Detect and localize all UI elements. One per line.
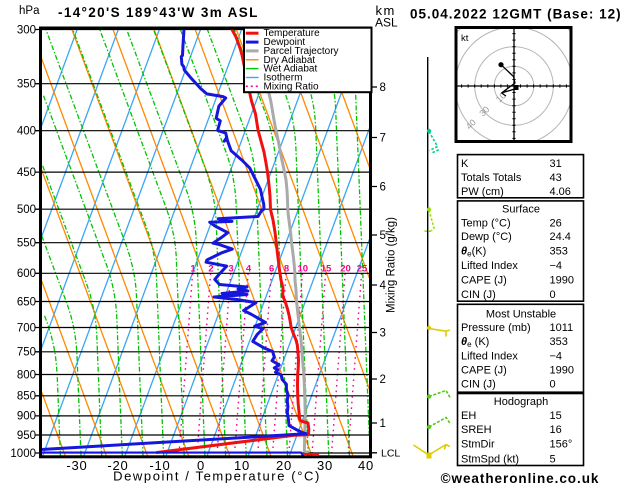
- svg-text:km: km: [376, 3, 396, 18]
- svg-text:3: 3: [380, 327, 386, 339]
- svg-text:16: 16: [550, 424, 562, 436]
- svg-text:0: 0: [197, 458, 205, 473]
- svg-text:15: 15: [321, 264, 332, 275]
- svg-text:500: 500: [17, 204, 36, 216]
- svg-text:20: 20: [340, 264, 351, 275]
- svg-text:Temperature: Temperature: [264, 28, 321, 39]
- svg-text:CIN (J): CIN (J): [461, 379, 496, 391]
- svg-text:θe(K): θe(K): [461, 246, 486, 259]
- svg-text:6: 6: [269, 264, 274, 275]
- svg-text:-30: -30: [66, 458, 87, 473]
- svg-text:−4: −4: [550, 351, 563, 363]
- svg-text:StmDir: StmDir: [461, 438, 495, 450]
- svg-text:850: 850: [17, 391, 36, 403]
- svg-text:Dewp (°C): Dewp (°C): [461, 231, 512, 243]
- svg-text:8: 8: [284, 264, 289, 275]
- svg-text:Mixing Ratio: Mixing Ratio: [264, 81, 319, 92]
- svg-text:CIN (J): CIN (J): [461, 289, 496, 301]
- svg-text:SREH: SREH: [461, 424, 492, 436]
- svg-text:1990: 1990: [550, 274, 574, 286]
- svg-text:4.06: 4.06: [550, 186, 571, 198]
- svg-text:43: 43: [550, 172, 562, 184]
- svg-text:3: 3: [228, 264, 233, 275]
- svg-text:25: 25: [357, 264, 368, 275]
- svg-text:Lifted Index: Lifted Index: [461, 260, 518, 272]
- svg-text:4: 4: [246, 264, 252, 275]
- svg-text:20: 20: [276, 458, 292, 473]
- svg-text:PW (cm): PW (cm): [461, 186, 504, 198]
- svg-text:900: 900: [17, 411, 36, 423]
- svg-text:ASL: ASL: [375, 16, 398, 30]
- svg-text:7: 7: [380, 132, 386, 144]
- svg-text:353: 353: [550, 246, 568, 258]
- svg-text:550: 550: [17, 238, 36, 250]
- svg-text:1: 1: [190, 264, 196, 275]
- svg-text:650: 650: [17, 296, 36, 308]
- svg-text:CAPE (J): CAPE (J): [461, 365, 507, 377]
- svg-text:24.4: 24.4: [550, 231, 571, 243]
- svg-text:−4: −4: [550, 260, 563, 272]
- svg-text:1990: 1990: [550, 365, 574, 377]
- svg-text:Wet Adiabat: Wet Adiabat: [264, 64, 318, 75]
- svg-text:0: 0: [550, 289, 556, 301]
- svg-text:Temp (°C): Temp (°C): [461, 217, 511, 229]
- svg-text:kt: kt: [461, 33, 469, 44]
- svg-text:156°: 156°: [550, 438, 573, 450]
- svg-text:Mixing Ratio (g/kg): Mixing Ratio (g/kg): [386, 217, 398, 313]
- svg-text:353: 353: [550, 336, 568, 348]
- svg-text:15: 15: [550, 410, 562, 422]
- svg-text:Dewpoint / Temperature (°C): Dewpoint / Temperature (°C): [113, 469, 321, 484]
- svg-text:Hodograph: Hodograph: [494, 396, 548, 408]
- svg-text:1011: 1011: [550, 322, 574, 334]
- svg-text:5: 5: [380, 230, 386, 242]
- svg-text:400: 400: [17, 126, 36, 138]
- svg-text:θe (K): θe (K): [461, 336, 489, 349]
- svg-text:31: 31: [550, 158, 562, 170]
- svg-text:700: 700: [17, 322, 36, 334]
- svg-text:300: 300: [17, 24, 36, 36]
- svg-text:1: 1: [380, 418, 386, 430]
- svg-text:950: 950: [17, 430, 36, 442]
- svg-text:Most Unstable: Most Unstable: [486, 308, 556, 320]
- svg-text:hPa: hPa: [19, 5, 40, 17]
- svg-text:05.04.2022 12GMT (Base: 12): 05.04.2022 12GMT (Base: 12): [410, 7, 622, 22]
- svg-text:Surface: Surface: [502, 203, 540, 215]
- svg-text:350: 350: [17, 79, 36, 91]
- svg-text:-14°20'S 189°43'W 3m ASL: -14°20'S 189°43'W 3m ASL: [58, 5, 259, 20]
- svg-text:Parcel Trajectory: Parcel Trajectory: [264, 46, 339, 57]
- svg-text:K: K: [461, 158, 469, 170]
- svg-text:Dry Adiabat: Dry Adiabat: [264, 55, 316, 66]
- svg-text:Isotherm: Isotherm: [264, 73, 303, 84]
- svg-text:5: 5: [550, 453, 556, 465]
- svg-text:Totals Totals: Totals Totals: [461, 172, 522, 184]
- svg-text:10: 10: [234, 458, 250, 473]
- svg-text:10: 10: [298, 264, 309, 275]
- svg-text:CAPE (J): CAPE (J): [461, 274, 507, 286]
- svg-text:Dewpoint: Dewpoint: [264, 37, 306, 48]
- svg-text:800: 800: [17, 369, 36, 381]
- svg-text:30: 30: [317, 458, 333, 473]
- svg-text:2: 2: [380, 374, 386, 386]
- svg-text:26: 26: [550, 217, 562, 229]
- svg-text:0: 0: [550, 379, 556, 391]
- svg-text:-10: -10: [149, 458, 170, 473]
- svg-text:750: 750: [17, 347, 36, 359]
- svg-text:600: 600: [17, 268, 36, 280]
- svg-text:EH: EH: [461, 410, 476, 422]
- svg-text:6: 6: [380, 181, 386, 193]
- svg-text:8: 8: [380, 82, 386, 94]
- svg-text:-20: -20: [107, 458, 128, 473]
- svg-text:LCL: LCL: [381, 448, 400, 460]
- svg-text:Lifted Index: Lifted Index: [461, 351, 518, 363]
- svg-text:StmSpd (kt): StmSpd (kt): [461, 453, 519, 465]
- svg-text:40: 40: [358, 458, 374, 473]
- svg-text:1000: 1000: [10, 448, 36, 460]
- svg-text:©weatheronline.co.uk: ©weatheronline.co.uk: [441, 471, 600, 486]
- svg-text:2: 2: [208, 264, 213, 275]
- svg-text:4: 4: [380, 280, 387, 292]
- svg-text:Pressure (mb): Pressure (mb): [461, 322, 531, 334]
- svg-text:450: 450: [17, 167, 36, 179]
